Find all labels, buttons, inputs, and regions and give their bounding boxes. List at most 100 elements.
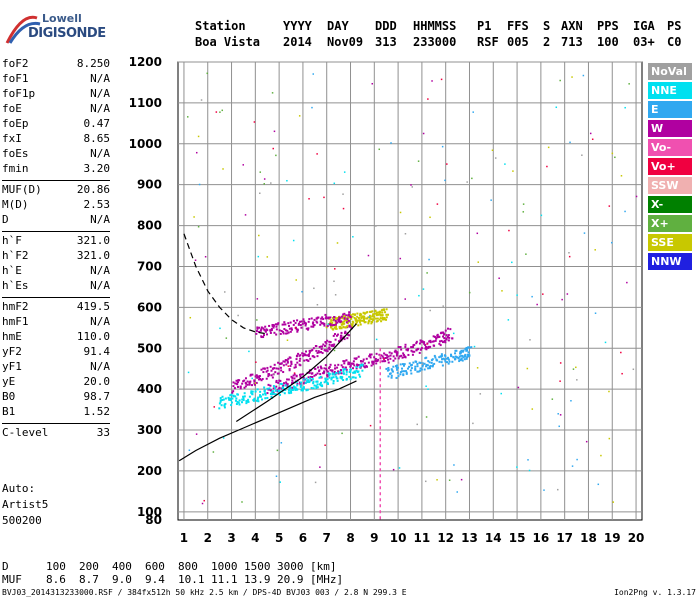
echo-point (342, 379, 345, 382)
echo-point (340, 372, 343, 375)
echo-point (427, 346, 430, 349)
echo-point (340, 377, 343, 380)
echo-point (446, 336, 449, 339)
echo-point (296, 319, 299, 322)
noise-point (600, 454, 602, 457)
echo-point (255, 330, 258, 333)
echo-point (352, 367, 355, 370)
noise-point (570, 400, 572, 402)
echo-point (441, 364, 444, 367)
echo-point (356, 315, 359, 318)
dmuf-value: 8.7 (79, 573, 99, 586)
echo-point (242, 397, 245, 400)
echo-point (284, 359, 287, 362)
legend-entry: X- (648, 196, 692, 213)
echo-point (324, 341, 327, 344)
echo-point (234, 395, 237, 398)
echo-point (268, 324, 271, 327)
noise-point (612, 501, 615, 503)
echo-point (264, 393, 267, 396)
echo-point (322, 371, 325, 374)
echo-point (376, 359, 379, 362)
echo-point (273, 363, 276, 366)
echo-point (276, 323, 279, 326)
echo-point (464, 353, 467, 356)
echo-point (372, 319, 375, 322)
echo-point (370, 364, 373, 367)
echo-point (349, 364, 352, 367)
noise-point (608, 437, 611, 440)
echo-point (290, 361, 293, 364)
x-tick-label: 12 (437, 531, 454, 545)
echo-point (333, 316, 336, 319)
echo-point (312, 325, 315, 328)
echo-point (420, 368, 423, 371)
noise-point (473, 345, 476, 348)
noise-point (479, 393, 482, 395)
echo-point (266, 329, 269, 332)
echo-point (373, 316, 376, 319)
echo-point (441, 354, 444, 357)
echo-point (309, 379, 312, 382)
echo-point (230, 404, 233, 407)
echo-point (307, 353, 310, 356)
noise-point (429, 309, 431, 312)
echo-point (221, 395, 224, 398)
echo-point (417, 370, 420, 373)
echo-point (313, 318, 316, 321)
echo-point (392, 359, 395, 362)
echo-point (410, 364, 413, 367)
param-value: 8.65 (83, 132, 111, 145)
x-tick-label: 3 (227, 531, 235, 545)
echo-point (231, 391, 234, 394)
noise-point (611, 152, 614, 155)
echo-point (410, 367, 413, 370)
noise-point (308, 198, 310, 200)
echo-point (341, 376, 344, 379)
echo-point (343, 360, 346, 363)
echo-point (256, 375, 259, 378)
echo-point (431, 365, 434, 368)
echo-point (319, 373, 322, 376)
echo-point (287, 378, 290, 381)
echo-point (294, 321, 297, 324)
echo-point (304, 354, 307, 357)
echo-point (285, 382, 288, 385)
dmuf-value: 400 (112, 560, 132, 573)
echo-point (336, 379, 339, 382)
echo-point (359, 323, 362, 326)
echo-point (296, 328, 299, 331)
y-tick-label: 400 (137, 382, 162, 396)
echo-point (265, 377, 268, 380)
dmuf-value: 8.6 (46, 573, 66, 586)
dmuf-value: 800 (178, 560, 198, 573)
noise-point (559, 414, 562, 416)
param-value: N/A (90, 213, 110, 226)
noise-point (566, 293, 569, 295)
echo-point (375, 317, 378, 320)
echo-point (328, 348, 331, 351)
echo-point (326, 370, 329, 373)
param-label: yE (2, 375, 16, 388)
echo-point (348, 324, 351, 327)
noise-point (257, 255, 260, 258)
echo-point (348, 325, 351, 328)
echo-point (260, 368, 263, 371)
param-label: hmF1 (2, 315, 29, 328)
noise-point (333, 349, 336, 352)
echo-point (342, 313, 345, 316)
echo-point (341, 321, 344, 324)
legend-entry: Vo- (648, 139, 692, 156)
legend-entry: NNE (648, 82, 692, 99)
echo-point (416, 362, 419, 365)
echo-point (433, 362, 436, 365)
x-tick-label: 20 (628, 531, 645, 545)
echo-point (351, 323, 354, 326)
echo-point (357, 370, 360, 373)
echo-point (297, 323, 300, 326)
noise-point (620, 175, 623, 177)
param-row: fmin 3.20 (2, 162, 110, 176)
noise-point (263, 183, 265, 185)
echo-point (373, 312, 376, 315)
